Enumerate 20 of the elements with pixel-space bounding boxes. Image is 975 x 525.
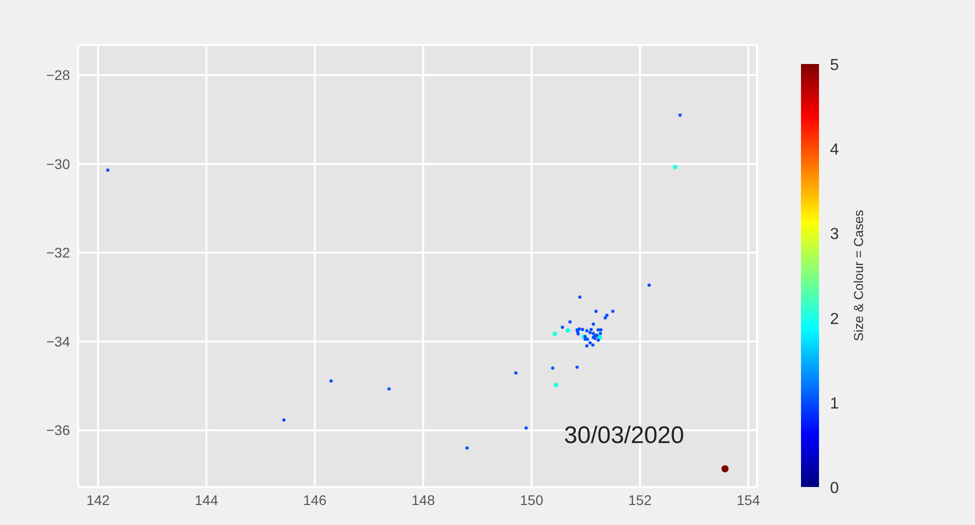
x-tick-label: 154 — [736, 492, 760, 508]
color-bar-label: 1 — [830, 395, 839, 412]
color-bar-label: 3 — [830, 226, 839, 244]
annotation: 30/03/2020 — [564, 422, 684, 450]
x-tick-label: 146 — [303, 492, 327, 508]
color-bar-title: Size & Colour = Cases — [851, 209, 866, 342]
y-tick-label: −28 — [46, 67, 70, 84]
y-tick-label: −30 — [46, 156, 70, 172]
y-tick-label: −32 — [46, 244, 70, 261]
x-tick-label: 142 — [86, 492, 110, 508]
color-bar-label: 4 — [830, 142, 839, 159]
color-bar-label: 0 — [830, 480, 839, 497]
y-tick-label: −36 — [46, 422, 70, 438]
color-bar-label: 2 — [830, 310, 839, 328]
x-tick-label: 144 — [194, 492, 218, 508]
x-tick-label: 148 — [412, 492, 436, 508]
x-tick-label: 150 — [520, 492, 544, 508]
x-tick-label: 152 — [628, 492, 652, 508]
y-tick-label: −34 — [46, 333, 70, 350]
color-bar-label: 5 — [830, 57, 839, 74]
